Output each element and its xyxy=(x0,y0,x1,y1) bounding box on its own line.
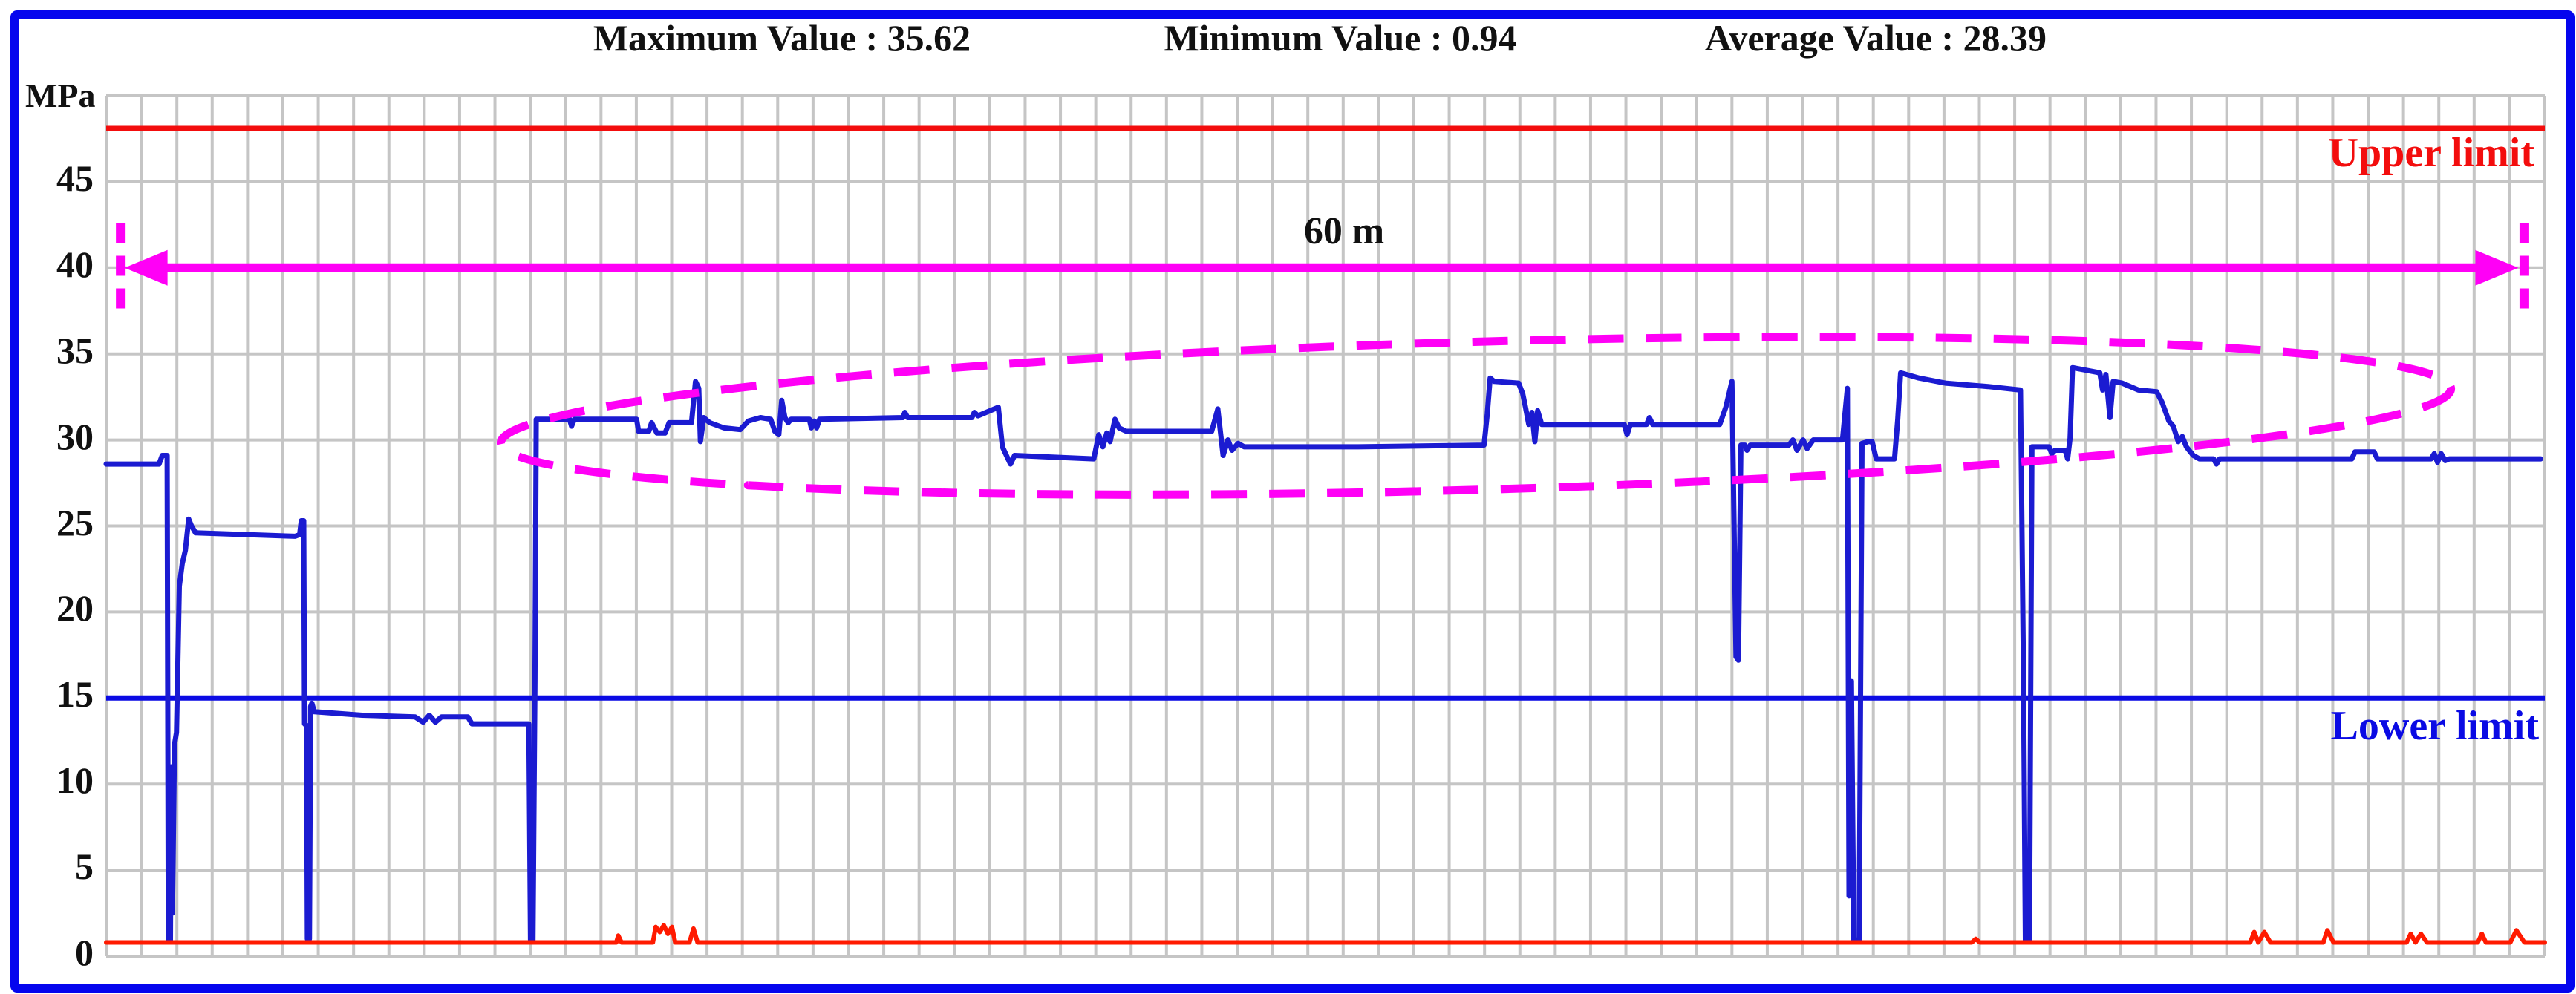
y-tick-label-20: 20 xyxy=(56,587,94,630)
y-tick-label-15: 15 xyxy=(56,673,94,716)
y-axis-unit-label: MPa xyxy=(25,76,96,114)
series-drilling-pressure xyxy=(103,364,2543,943)
span-arrow xyxy=(116,223,2529,313)
y-tick-label-0: 0 xyxy=(75,932,94,973)
y-tick-label-35: 35 xyxy=(56,329,94,371)
y-tick-label-5: 5 xyxy=(75,846,94,888)
y-tick-label-40: 40 xyxy=(56,243,94,285)
y-tick-label-30: 30 xyxy=(56,415,94,457)
y-tick-label-10: 10 xyxy=(56,759,94,802)
upper-limit-label: Upper limit xyxy=(2328,130,2534,176)
grid xyxy=(105,94,2546,958)
stat-minimum: Minimum Value : 0.94 xyxy=(1164,17,1517,59)
span-60m-label: 60 m xyxy=(1303,210,1385,252)
stat-average: Average Value : 28.39 xyxy=(1704,17,2047,59)
y-tick-label-25: 25 xyxy=(56,501,94,543)
lower-limit-label: Lower limit xyxy=(2330,703,2539,749)
highlight-ellipse xyxy=(496,333,2456,499)
y-tick-label-45: 45 xyxy=(56,157,94,199)
series-lower-alarm-trace xyxy=(104,923,2547,945)
stat-maximum: Maximum Value : 35.62 xyxy=(593,17,971,59)
